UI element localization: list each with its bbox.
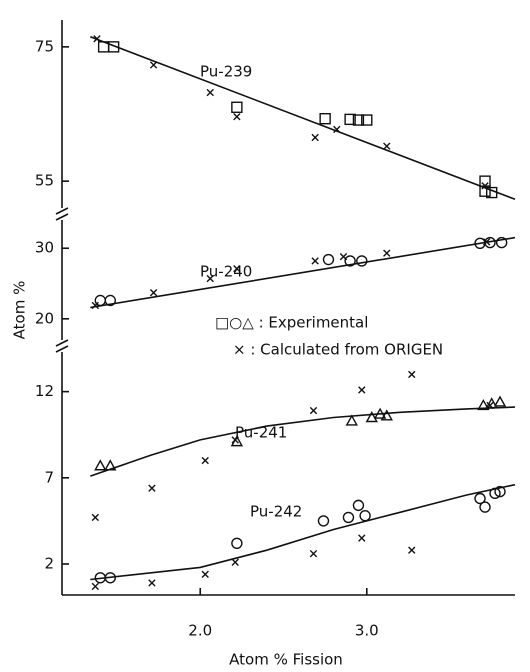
calculated-point (358, 534, 366, 542)
axis-break (55, 207, 69, 215)
y-tick-label: 20 (35, 309, 54, 327)
calculated-point (201, 456, 209, 465)
calculated-point (231, 558, 239, 566)
fit-line (90, 406, 516, 477)
x-tick-label: 2.0 (188, 622, 212, 640)
y-tick-label: 55 (35, 172, 54, 190)
calculated-point (309, 406, 318, 415)
fit-line (90, 36, 516, 201)
experimental-point (495, 236, 508, 249)
calculated-point (148, 579, 156, 587)
experimental-point (373, 407, 387, 419)
experimental-point (352, 114, 365, 126)
series-label: Pu-241 (235, 424, 287, 442)
x-tick-label: 3.0 (355, 622, 379, 640)
experimental-point (485, 186, 498, 199)
calculated-point (383, 142, 391, 150)
calculated-point (93, 35, 101, 43)
experimental-point (479, 501, 491, 513)
experimental-point (361, 114, 373, 126)
experimental-point (104, 572, 116, 584)
axis-break (55, 213, 69, 221)
calculated-point (233, 112, 241, 121)
experimental-point (94, 459, 107, 471)
series-label: Pu-242 (250, 503, 302, 521)
fit-line (90, 483, 516, 581)
calculated-point (408, 370, 416, 379)
y-axis-label: Atom % (11, 281, 29, 340)
calculated-point (148, 484, 156, 492)
calculated-point (231, 436, 239, 444)
calculated-point (333, 125, 341, 134)
calculated-point (206, 88, 214, 97)
experimental-point (107, 41, 120, 53)
y-tick-label: 12 (35, 382, 54, 400)
axis-break (55, 345, 69, 353)
experimental-point (317, 515, 330, 527)
experimental-point (342, 511, 355, 524)
calculated-point (383, 249, 391, 257)
experimental-point (380, 409, 393, 421)
calculated-point (408, 546, 416, 554)
calculated-point (233, 265, 241, 273)
calculated-point (481, 182, 489, 190)
calculated-point (149, 61, 158, 69)
y-tick-label: 7 (44, 468, 54, 486)
experimental-point (359, 510, 371, 522)
calculated-point (339, 253, 348, 261)
calculated-point (311, 257, 319, 265)
calculated-point (91, 582, 100, 591)
series-label: Pu-240 (200, 263, 252, 281)
calculated-point (309, 549, 318, 558)
calculated-point (206, 274, 214, 283)
legend-entry: × : Calculated from ORIGEN (233, 341, 443, 359)
calculated-point (486, 401, 494, 410)
experimental-point (319, 112, 331, 125)
experimental-point (344, 255, 356, 267)
calculated-point (149, 289, 158, 297)
experimental-point (365, 411, 378, 423)
calculated-point (311, 133, 319, 142)
x-axis-label: Atom % Fission (229, 651, 343, 669)
y-tick-label: 30 (35, 239, 54, 257)
experimental-point (489, 487, 501, 500)
fit-line (90, 236, 516, 309)
experimental-point (231, 537, 243, 549)
y-tick-label: 2 (44, 554, 54, 572)
experimental-point (479, 175, 491, 187)
calculated-point (91, 301, 100, 310)
experimental-point (104, 459, 117, 471)
experimental-point (322, 253, 335, 266)
calculated-point (91, 513, 100, 522)
experimental-point (474, 492, 486, 505)
experimental-point (356, 255, 368, 267)
experimental-point (104, 294, 116, 307)
calculated-point (201, 570, 209, 579)
series-label: Pu-239 (200, 63, 252, 81)
axis-break (55, 339, 69, 347)
experimental-point (494, 485, 506, 498)
calculated-point (358, 386, 366, 394)
experimental-point (345, 414, 358, 426)
experimental-point (493, 395, 507, 407)
y-tick-label: 75 (35, 37, 54, 55)
experimental-point (352, 499, 365, 512)
calculated-point (482, 238, 491, 246)
experimental-point (477, 398, 490, 411)
legend-entry: □○△ : Experimental (215, 314, 368, 332)
experimental-point (344, 113, 356, 126)
experimental-point (231, 101, 243, 113)
